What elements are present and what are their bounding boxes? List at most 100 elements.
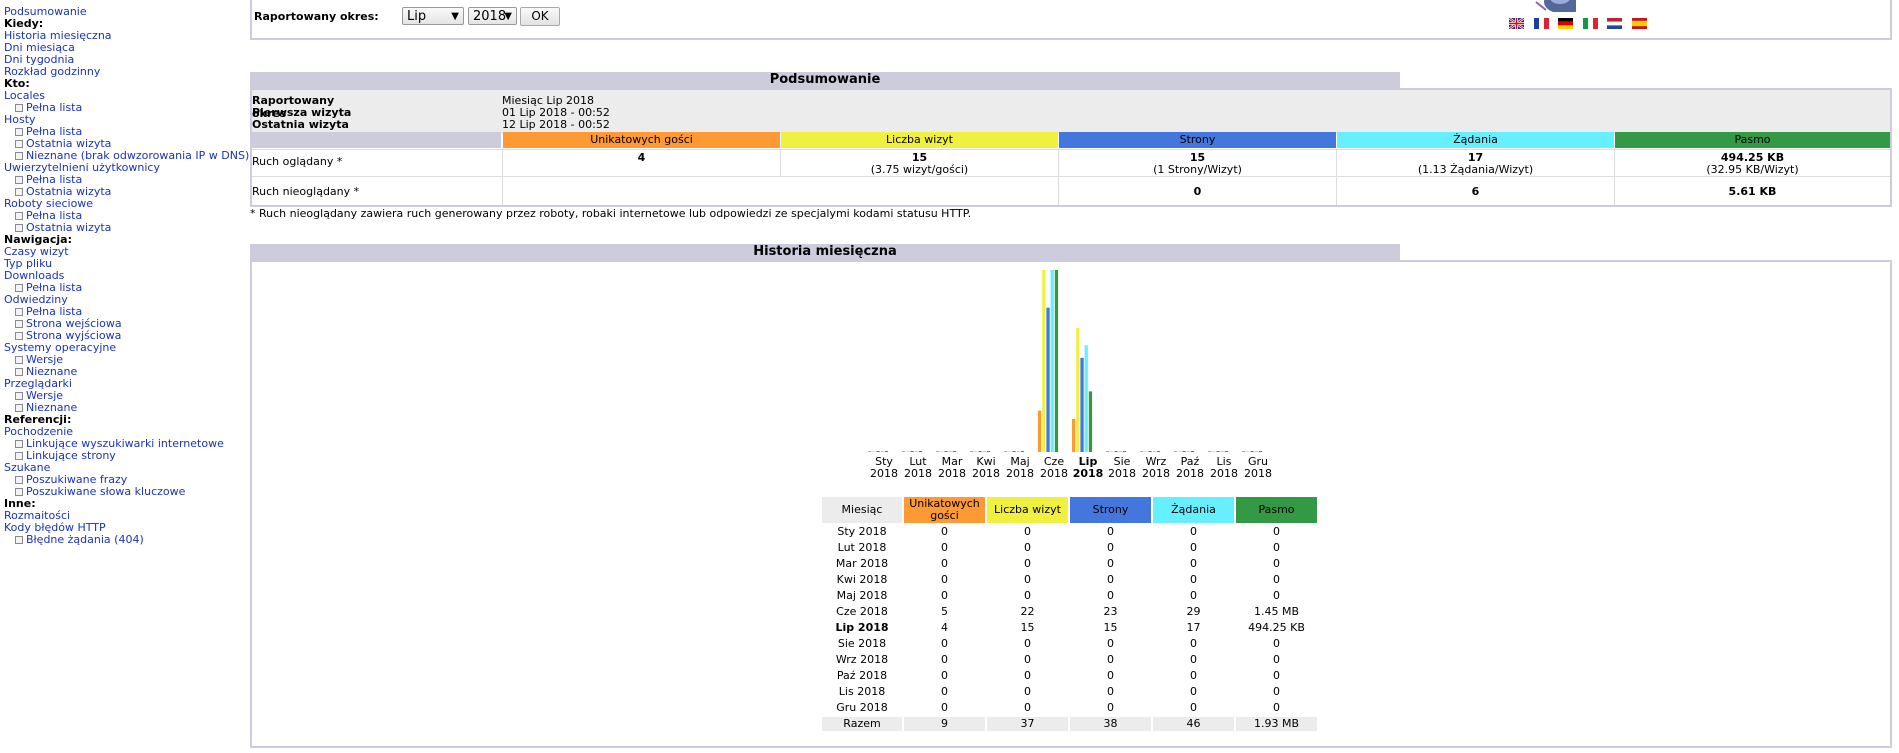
menu-hosts-unknown[interactable]: Nieznane (brak odwzorowania IP w DNS) [26,149,250,162]
menu-pages-entry[interactable]: Strona wejściowa [26,317,122,330]
history-value-cell: 0 [1273,701,1280,714]
menu-ref-search-engines[interactable]: Linkujące wyszukiwarki internetowe [26,437,224,450]
menu-summary[interactable]: Podsumowanie [4,5,87,18]
menu-auth-users[interactable]: Uwierzytelnieni użytkownicy [4,161,160,174]
history-value-cell: 0 [1273,541,1280,554]
list-icon [15,188,23,196]
summary-header-visits: Liczba wizyt [781,132,1058,148]
menu-who-title: Kto: [4,77,30,90]
chart-bar [902,451,906,452]
history-value-cell: 0 [1273,573,1280,586]
chart-bar [1042,270,1046,452]
list-icon [15,212,23,220]
menu-origin[interactable]: Pochodzenie [4,425,74,438]
history-value-cell: 0 [1273,637,1280,650]
history-value-cell: 0 [1190,573,1197,586]
ok-button[interactable]: OK [520,7,560,26]
menu-days-of-week[interactable]: Dni tygodnia [4,53,75,66]
table-row: Maj 2018 0 0 0 0 0 [822,589,1317,603]
menu-pages[interactable]: Odwiedziny [4,293,68,306]
chart-tick-label: Mar [942,455,963,468]
menu-auth-full[interactable]: Pełna lista [26,173,83,186]
history-value-cell: 494.25 KB [1248,621,1305,634]
menu-hours[interactable]: Rozkład godzinny [4,65,101,78]
chart-bar [1174,451,1178,452]
history-value-cell: 15 [1103,621,1118,634]
chart-tick-year-label: 2018 [1040,467,1068,480]
menu-os-unknown[interactable]: Nieznane [26,365,78,378]
chart-bar [1258,451,1263,452]
history-value-cell: 1.45 MB [1253,605,1300,618]
menu-robots-full[interactable]: Pełna lista [26,209,83,222]
menu-locales-full[interactable]: Pełna lista [26,101,83,114]
menu-visit-times[interactable]: Czasy wizyt [4,245,69,258]
chart-tick-year-label: 2018 [938,467,966,480]
chart-bar [1088,391,1093,452]
history-title: Historia miesięczna [250,244,1400,260]
menu-hosts[interactable]: Hosty [4,113,36,126]
summary-last-key: Ostatnia wizyta [252,118,349,131]
flag-es-icon[interactable] [1631,18,1647,29]
menu-filetype[interactable]: Typ pliku [4,257,53,270]
left-menu: Podsumowanie Kiedy: Historia miesięczna … [4,5,249,546]
menu-ref-sites[interactable]: Linkujące strony [26,449,116,462]
history-value-cell: 15 [1020,621,1035,634]
chart-tick-label: Sty [875,455,893,468]
menu-os[interactable]: Systemy operacyjne [4,341,117,354]
menu-days-of-month[interactable]: Dni miesiąca [4,41,75,54]
menu-misc[interactable]: Rozmaitości [4,509,71,522]
menu-hosts-full[interactable]: Pełna lista [26,125,83,138]
chart-bar [936,451,940,452]
history-month-cell: Lip 2018 [835,621,889,634]
chart-bar [1190,451,1195,452]
chart-tick-label: Maj [1010,455,1029,468]
history-value-cell: 0 [1190,525,1197,538]
list-icon [15,356,23,364]
monthly-history-chart: Sty2018Lut2018Mar2018Kwi2018Maj2018Cze20… [868,270,1272,480]
chart-bar [906,451,910,452]
menu-robots[interactable]: Roboty sieciowe [4,197,94,210]
menu-downloads[interactable]: Downloads [4,269,65,282]
menu-browsers-unknown[interactable]: Nieznane [26,401,78,414]
notviewed-traffic-label: Ruch nieoglądany * [252,185,360,198]
menu-locales[interactable]: Locales [4,89,46,102]
flag-uk-icon[interactable] [1509,18,1524,29]
chart-bar [1038,410,1042,452]
menu-searched[interactable]: Szukane [4,461,51,474]
history-value-cell: 0 [1107,541,1114,554]
year-select[interactable]: 2018 ▼ [468,7,517,25]
menu-pages-exit[interactable]: Strona wyjściowa [26,329,122,342]
chart-bar [1250,451,1254,452]
menu-errors-404[interactable]: Błędne żądania (404) [26,533,144,546]
history-header-month: Miesiąc [822,497,902,523]
flag-it-icon[interactable] [1582,18,1598,29]
menu-downloads-full[interactable]: Pełna lista [26,281,83,294]
menu-search-phrases[interactable]: Poszukiwane frazy [26,473,128,486]
chevron-down-icon: ▼ [451,11,459,22]
menu-search-keywords[interactable]: Poszukiwane słowa kluczowe [26,485,186,498]
flag-nl-icon[interactable] [1607,18,1622,29]
history-value-cell: 29 [1186,605,1201,618]
list-icon [15,284,23,292]
summary-header-visitors: Unikatowych gości [503,132,780,148]
menu-browsers-versions[interactable]: Wersje [26,389,64,402]
menu-hosts-last[interactable]: Ostatnia wizyta [26,137,112,150]
flag-de-icon[interactable] [1558,18,1573,29]
flag-fr-icon[interactable] [1533,18,1549,29]
menu-pages-full[interactable]: Pełna lista [26,305,83,318]
history-value-cell: 0 [941,701,948,714]
chart-bar [1004,451,1008,452]
menu-os-versions[interactable]: Wersje [26,353,64,366]
col-divider [1336,148,1337,205]
menu-browsers[interactable]: Przeglądarki [4,377,72,390]
month-select[interactable]: Lip ▼ [402,7,464,25]
history-value-cell: 0 [1107,557,1114,570]
history-value-cell: 0 [1273,669,1280,682]
menu-monthly-history[interactable]: Historia miesięczna [4,29,112,42]
history-value-cell: 0 [1190,685,1197,698]
menu-auth-last[interactable]: Ostatnia wizyta [26,185,112,198]
menu-http-errors[interactable]: Kody błędów HTTP [4,521,106,534]
summary-info-bg [252,90,1890,134]
history-value-cell: 0 [941,653,948,666]
menu-robots-last[interactable]: Ostatnia wizyta [26,221,112,234]
